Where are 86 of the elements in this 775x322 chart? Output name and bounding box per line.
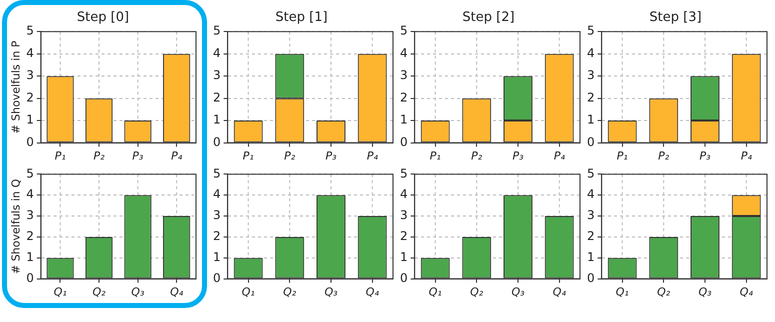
y-tick-label: 1 <box>400 112 408 127</box>
x-tick-label: Q₂ <box>283 285 297 298</box>
y-axis-title: # Shovelfuls in Q <box>9 178 22 274</box>
x-tick-label: Q₂ <box>657 285 671 298</box>
y-tick-label: 2 <box>400 90 408 104</box>
y-tick-label: 3 <box>212 208 221 222</box>
x-tick-label: P₃ <box>325 149 338 162</box>
x-tick-label: Q₁ <box>54 285 67 298</box>
y-tick-label: 0 <box>212 270 221 285</box>
x-tick-label: P₄ <box>171 149 183 162</box>
y-tick-label: 1 <box>400 250 408 264</box>
y-tick-label: 0 <box>26 270 34 285</box>
y-tick-label: 0 <box>400 270 408 285</box>
y-tick-label: 5 <box>400 166 408 180</box>
y-tick-label: 2 <box>400 229 408 244</box>
y-tick-label: 4 <box>26 187 34 202</box>
x-tick-label: Q₂ <box>470 285 484 298</box>
x-tick-label: P₁ <box>616 149 628 162</box>
y-tick-label: 5 <box>400 24 408 38</box>
y-tick-label: 3 <box>400 208 408 222</box>
y-tick-label: 4 <box>400 187 408 202</box>
y-tick-label: 2 <box>586 229 595 244</box>
y-tick-label: 4 <box>26 46 34 60</box>
x-tick-label: Q₁ <box>242 285 255 298</box>
x-tick-label: P₁ <box>54 149 66 162</box>
y-tick-label: 3 <box>26 208 34 222</box>
y-tick-label: 4 <box>586 187 595 202</box>
y-tick-label: 1 <box>212 112 221 127</box>
y-tick-label: 5 <box>586 24 595 38</box>
y-tick-label: 1 <box>26 250 34 264</box>
y-tick-label: 3 <box>400 68 408 82</box>
x-tick-label: Q₃ <box>324 285 338 298</box>
y-tick-label: 0 <box>586 270 595 285</box>
x-tick-label: Q₄ <box>552 285 566 298</box>
x-tick-label: P₄ <box>740 149 752 162</box>
y-tick-label: 4 <box>400 46 408 60</box>
y-tick-label: 4 <box>212 46 221 60</box>
y-tick-label: 3 <box>586 208 595 222</box>
y-tick-label: 1 <box>586 250 595 264</box>
x-tick-label: Q₃ <box>131 285 145 298</box>
x-tick-label: P₂ <box>94 149 106 162</box>
y-tick-label: 0 <box>400 134 408 149</box>
x-tick-label: Q₄ <box>366 285 380 298</box>
y-tick-label: 3 <box>26 68 34 82</box>
x-tick-label: Q₃ <box>511 285 526 298</box>
x-tick-label: P₄ <box>554 149 566 162</box>
y-tick-label: 5 <box>212 24 221 38</box>
y-tick-label: 0 <box>212 134 221 149</box>
y-tick-label: 2 <box>586 90 595 104</box>
x-tick-label: P₁ <box>242 149 254 162</box>
y-tick-label: 5 <box>26 166 34 180</box>
x-tick-label: Q₁ <box>428 285 442 298</box>
y-tick-label: 5 <box>586 166 595 180</box>
y-tick-label: 2 <box>26 90 34 104</box>
y-tick-label: 1 <box>586 112 595 127</box>
x-tick-label: Q₁ <box>616 285 629 298</box>
x-tick-label: P₂ <box>658 149 670 162</box>
x-tick-label: P₃ <box>512 149 524 162</box>
x-tick-label: P₂ <box>284 149 296 162</box>
y-tick-label: 4 <box>212 187 221 202</box>
y-tick-label: 3 <box>586 68 595 82</box>
chart-title: Step [0] <box>76 10 130 26</box>
chart-title: Step [3] <box>649 10 702 26</box>
y-tick-label: 0 <box>586 134 595 149</box>
y-axis-title: # Shovelfuls in P <box>9 40 22 134</box>
y-tick-label: 3 <box>212 68 221 82</box>
y-tick-label: 1 <box>212 250 221 264</box>
y-tick-label: 2 <box>212 229 221 244</box>
x-tick-label: P₄ <box>366 149 378 162</box>
x-tick-label: P₁ <box>430 149 441 162</box>
y-tick-label: 0 <box>26 134 34 149</box>
y-tick-label: 4 <box>586 46 595 60</box>
x-tick-label: Q₄ <box>170 285 184 298</box>
x-tick-label: Q₄ <box>740 285 754 298</box>
x-tick-label: P₂ <box>471 149 483 162</box>
y-tick-label: 2 <box>212 90 221 104</box>
chart-title: Step [2] <box>462 10 515 26</box>
y-tick-label: 2 <box>26 229 34 244</box>
x-tick-label: P₃ <box>132 149 144 162</box>
chart-title: Step [1] <box>275 10 328 26</box>
y-tick-label: 1 <box>26 112 34 127</box>
y-tick-label: 5 <box>212 166 221 180</box>
x-tick-label: P₃ <box>699 149 712 162</box>
x-tick-label: Q₃ <box>698 285 712 298</box>
x-tick-label: Q₂ <box>92 285 106 298</box>
y-tick-label: 5 <box>26 24 34 38</box>
